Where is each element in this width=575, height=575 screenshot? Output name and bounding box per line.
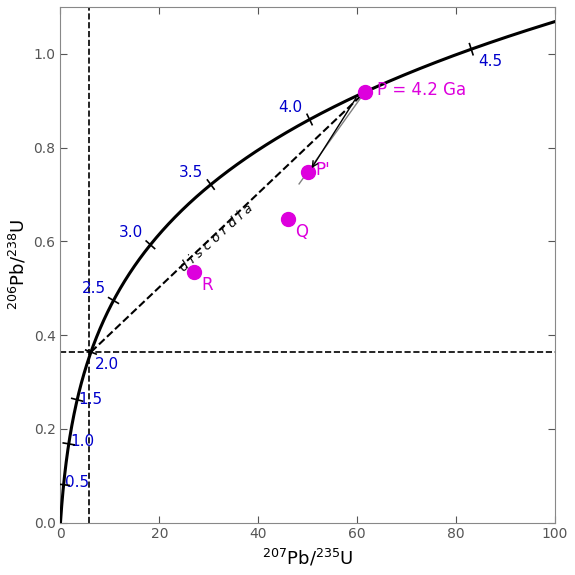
Text: P': P' — [315, 160, 330, 179]
Text: 1.5: 1.5 — [79, 392, 103, 407]
Y-axis label: $^{206}$Pb/$^{238}$U: $^{206}$Pb/$^{238}$U — [7, 219, 28, 310]
Text: 2.0: 2.0 — [95, 356, 119, 371]
X-axis label: $^{207}$Pb/$^{235}$U: $^{207}$Pb/$^{235}$U — [262, 547, 354, 568]
Text: 4.0: 4.0 — [278, 100, 302, 115]
Text: 1.0: 1.0 — [70, 434, 94, 449]
Text: 0.5: 0.5 — [65, 475, 89, 490]
Text: d i s c o r d i a: d i s c o r d i a — [177, 202, 256, 274]
Text: 3.5: 3.5 — [179, 165, 204, 180]
Text: Q: Q — [296, 224, 308, 242]
Text: 2.5: 2.5 — [82, 281, 106, 296]
Text: P = 4.2 Ga: P = 4.2 Ga — [377, 81, 466, 99]
Text: R: R — [201, 277, 213, 294]
Text: 4.5: 4.5 — [478, 54, 503, 69]
Text: 3.0: 3.0 — [119, 225, 143, 240]
